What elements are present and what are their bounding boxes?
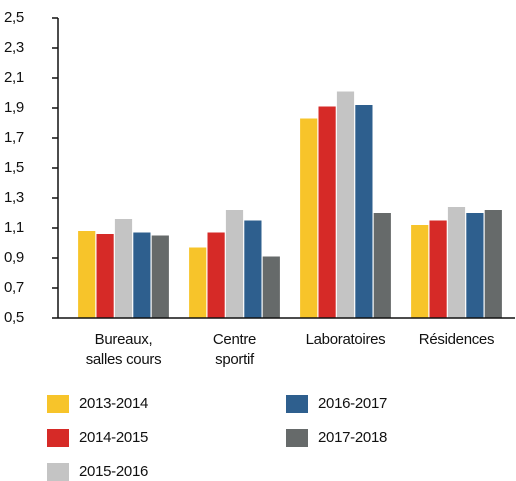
bar (151, 235, 169, 318)
bar (262, 256, 280, 318)
bar (207, 232, 225, 318)
y-tick-label: 1,3 (4, 189, 24, 206)
bar (78, 231, 96, 318)
x-tick-label: salles cours (86, 351, 162, 368)
bar (189, 247, 207, 318)
legend-label: 2017-2018 (318, 429, 387, 446)
x-tick-label: Centre (213, 331, 256, 348)
y-tick-label: 0,9 (4, 249, 24, 266)
legend-label: 2013-2014 (79, 395, 148, 412)
bar (411, 225, 429, 318)
bar (466, 213, 484, 318)
y-tick-label: 1,5 (4, 159, 24, 176)
x-tick-label: sportif (215, 351, 255, 368)
legend-swatch (47, 395, 69, 413)
bar (225, 210, 244, 318)
y-tick-label: 0,5 (4, 309, 24, 326)
bar (244, 220, 262, 318)
bar (300, 118, 318, 318)
y-tick-label: 2,1 (4, 69, 24, 86)
y-tick-label: 1,9 (4, 99, 24, 116)
legend-label: 2016-2017 (318, 395, 387, 412)
legend-label: 2014-2015 (79, 429, 148, 446)
bar (429, 220, 447, 318)
legend-label: 2015-2016 (79, 463, 148, 480)
y-tick-label: 2,3 (4, 39, 24, 56)
bar (133, 232, 151, 318)
y-tick-label: 1,1 (4, 219, 24, 236)
bar (336, 91, 355, 318)
y-tick-label: 0,7 (4, 279, 24, 296)
bar (318, 106, 336, 318)
x-tick-label: Laboratoires (306, 331, 386, 348)
bar (447, 207, 466, 318)
x-tick-label: Bureaux, (95, 331, 153, 348)
bar (484, 210, 502, 318)
bar (373, 213, 391, 318)
y-tick-label: 1,7 (4, 129, 24, 146)
bar (114, 219, 133, 318)
bar (96, 234, 114, 318)
legend-swatch (286, 395, 308, 413)
x-tick-label: Résidences (419, 331, 494, 348)
y-tick-label: 2,5 (4, 9, 24, 26)
legend-swatch (47, 429, 69, 447)
legend-swatch (47, 463, 69, 481)
bar (355, 105, 373, 318)
legend-swatch (286, 429, 308, 447)
